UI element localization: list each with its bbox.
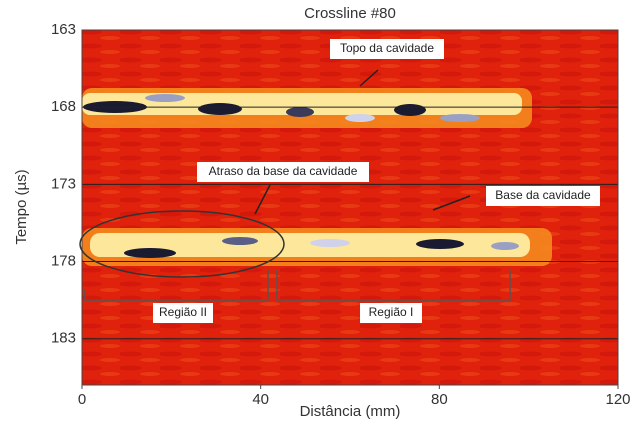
y-tick-label: 173	[51, 175, 76, 192]
y-tick-label: 183	[51, 330, 76, 347]
y-tick-label: 178	[51, 252, 76, 269]
plot-frame	[81, 29, 619, 386]
arrow	[359, 69, 379, 87]
annotation: Região II	[159, 305, 207, 319]
annotation-box	[360, 303, 422, 323]
region-ellipse	[79, 210, 285, 278]
annotation: Base da cavidade	[495, 188, 591, 202]
image	[82, 30, 618, 385]
annotation-box	[330, 39, 444, 59]
region-brackets	[84, 270, 511, 301]
x-tick-label: 0	[78, 391, 86, 408]
annotation-box	[486, 186, 600, 206]
y-axis-label: Tempo (µs)	[13, 169, 30, 244]
annotation: Região I	[369, 305, 414, 319]
x-tick-label: 40	[252, 391, 269, 408]
chart-title: Crossline #80	[304, 5, 396, 22]
arrow	[254, 184, 271, 215]
annotation: Topo da cavidade	[340, 41, 434, 55]
x-axis-label: Distância (mm)	[300, 403, 401, 420]
x-tick-label: 120	[605, 391, 630, 408]
x-tick-label: 80	[431, 391, 448, 408]
y-tick-label: 163	[51, 21, 76, 38]
annotation: Atraso da base da cavidade	[209, 164, 358, 178]
annotation-box	[153, 303, 213, 323]
y-tick-label: 168	[51, 98, 76, 115]
arrow	[432, 195, 471, 211]
annotations: Topo da cavidade Atraso da base da cavid…	[79, 39, 600, 323]
annotation-box	[197, 162, 369, 182]
